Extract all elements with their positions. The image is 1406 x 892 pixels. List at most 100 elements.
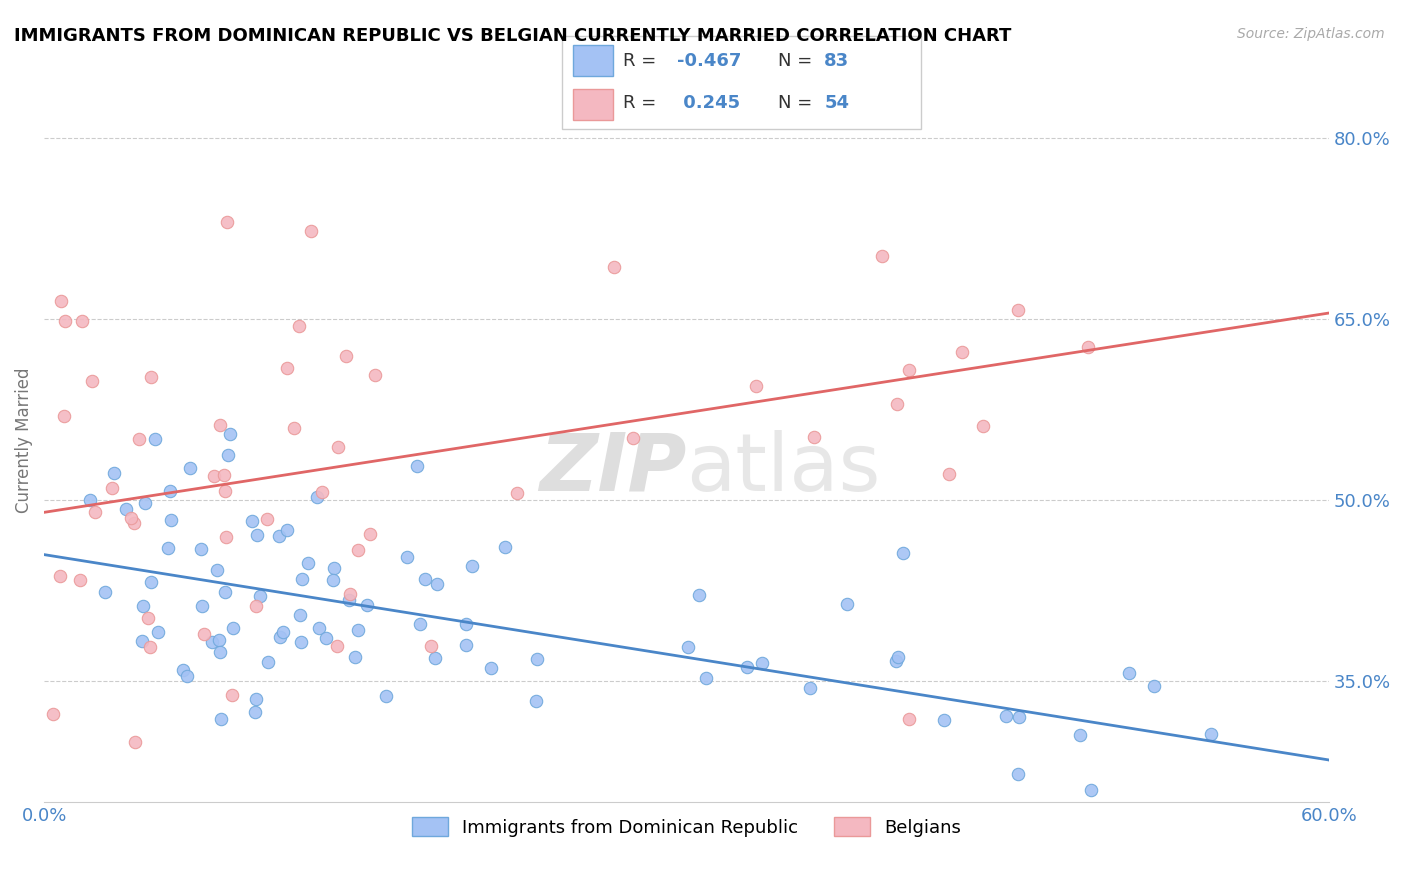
Point <box>288 319 311 334</box>
Point <box>426 577 449 591</box>
Point <box>893 546 915 560</box>
Text: atlas: atlas <box>686 430 882 508</box>
Point <box>49 569 72 583</box>
Point <box>737 659 759 673</box>
Point <box>799 681 821 695</box>
Point <box>1080 783 1102 797</box>
Point <box>1069 728 1091 742</box>
Point <box>1007 767 1029 781</box>
Point <box>53 314 76 328</box>
Point <box>870 249 893 263</box>
Point <box>134 496 156 510</box>
Point <box>217 449 239 463</box>
Point <box>420 639 443 653</box>
Point <box>143 432 166 446</box>
Text: 83: 83 <box>824 52 849 70</box>
Point <box>245 692 267 706</box>
Point <box>245 705 267 719</box>
Point <box>202 469 225 483</box>
Point <box>214 484 236 499</box>
Point <box>245 599 267 614</box>
Point <box>322 561 344 575</box>
Point <box>209 418 232 433</box>
Point <box>101 481 124 495</box>
Point <box>1118 665 1140 680</box>
FancyBboxPatch shape <box>574 45 613 76</box>
Point <box>70 314 93 328</box>
Point <box>751 657 773 671</box>
Point <box>374 689 396 703</box>
Point <box>326 440 349 454</box>
Point <box>1007 302 1029 317</box>
Text: IMMIGRANTS FROM DOMINICAN REPUBLIC VS BELGIAN CURRENTLY MARRIED CORRELATION CHAR: IMMIGRANTS FROM DOMINICAN REPUBLIC VS BE… <box>14 27 1011 45</box>
Point <box>1077 340 1099 354</box>
Text: ZIP: ZIP <box>538 430 686 508</box>
Point <box>256 512 278 526</box>
Point <box>191 599 214 614</box>
Point <box>124 735 146 749</box>
Point <box>308 621 330 635</box>
Point <box>886 650 908 665</box>
Point <box>138 611 160 625</box>
Point <box>347 542 370 557</box>
FancyBboxPatch shape <box>574 89 613 120</box>
Point <box>69 573 91 587</box>
Point <box>479 660 502 674</box>
Point <box>201 634 224 648</box>
Point <box>494 540 516 554</box>
Point <box>363 368 385 382</box>
Point <box>208 632 231 647</box>
Point <box>395 549 418 564</box>
Point <box>276 361 298 376</box>
Point <box>603 260 626 274</box>
Point <box>190 542 212 557</box>
Point <box>267 528 290 542</box>
Point <box>745 379 768 393</box>
Point <box>994 709 1017 723</box>
Point <box>506 486 529 500</box>
Point <box>934 713 956 727</box>
Point <box>461 559 484 574</box>
Point <box>94 584 117 599</box>
Point <box>172 664 194 678</box>
Point <box>886 654 908 668</box>
Point <box>524 693 547 707</box>
Point <box>454 638 477 652</box>
Point <box>159 513 181 527</box>
Point <box>157 541 180 556</box>
Point <box>315 632 337 646</box>
Point <box>273 625 295 640</box>
Point <box>886 397 908 411</box>
Point <box>215 215 238 229</box>
Point <box>344 650 367 665</box>
Point <box>406 459 429 474</box>
Point <box>1142 679 1164 693</box>
Point <box>218 426 240 441</box>
FancyBboxPatch shape <box>562 36 921 129</box>
Point <box>454 616 477 631</box>
Point <box>132 599 155 613</box>
Text: R =: R = <box>623 95 662 112</box>
Point <box>409 616 432 631</box>
Text: 0.245: 0.245 <box>678 95 740 112</box>
Point <box>526 652 548 666</box>
Point <box>193 627 215 641</box>
Point <box>209 712 232 726</box>
Point <box>1007 709 1029 723</box>
Point <box>297 556 319 570</box>
Point <box>335 349 357 363</box>
Point <box>283 420 305 434</box>
Point <box>246 528 269 542</box>
Y-axis label: Currently Married: Currently Married <box>15 368 32 513</box>
Point <box>311 484 333 499</box>
Point <box>290 607 312 622</box>
Point <box>80 374 103 388</box>
Point <box>49 294 72 309</box>
Point <box>1201 727 1223 741</box>
Point <box>325 639 347 653</box>
Point <box>42 707 65 722</box>
Point <box>972 418 994 433</box>
Point <box>208 645 231 659</box>
Point <box>120 511 142 525</box>
Point <box>214 584 236 599</box>
